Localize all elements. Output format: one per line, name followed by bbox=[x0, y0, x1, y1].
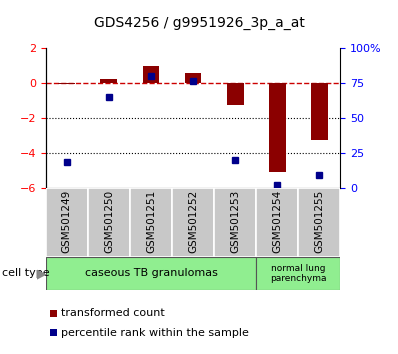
Bar bbox=[59, 83, 75, 84]
Text: GSM501254: GSM501254 bbox=[272, 190, 282, 253]
Bar bbox=[142, 66, 159, 83]
Text: GSM501252: GSM501252 bbox=[188, 190, 198, 253]
Bar bbox=[311, 83, 328, 141]
Bar bbox=[100, 79, 117, 83]
Bar bbox=[227, 83, 244, 105]
Bar bbox=[172, 188, 214, 257]
Bar bbox=[130, 188, 172, 257]
Bar bbox=[214, 188, 256, 257]
Text: ▶: ▶ bbox=[37, 267, 47, 280]
Text: GDS4256 / g9951926_3p_a_at: GDS4256 / g9951926_3p_a_at bbox=[94, 16, 304, 30]
Bar bbox=[256, 257, 340, 290]
Bar bbox=[46, 257, 256, 290]
Bar bbox=[46, 188, 88, 257]
Text: transformed count: transformed count bbox=[61, 308, 165, 318]
Text: GSM501251: GSM501251 bbox=[146, 190, 156, 253]
Text: percentile rank within the sample: percentile rank within the sample bbox=[61, 328, 249, 338]
Text: GSM501255: GSM501255 bbox=[314, 190, 324, 253]
Bar bbox=[256, 188, 298, 257]
Text: GSM501253: GSM501253 bbox=[230, 190, 240, 253]
Text: GSM501250: GSM501250 bbox=[104, 190, 114, 253]
Bar bbox=[269, 83, 286, 172]
Text: normal lung
parenchyma: normal lung parenchyma bbox=[270, 264, 326, 283]
Bar bbox=[185, 73, 201, 83]
Bar bbox=[88, 188, 130, 257]
Text: GSM501249: GSM501249 bbox=[62, 190, 72, 253]
Bar bbox=[298, 188, 340, 257]
Text: cell type: cell type bbox=[2, 268, 50, 279]
Text: caseous TB granulomas: caseous TB granulomas bbox=[84, 268, 217, 279]
